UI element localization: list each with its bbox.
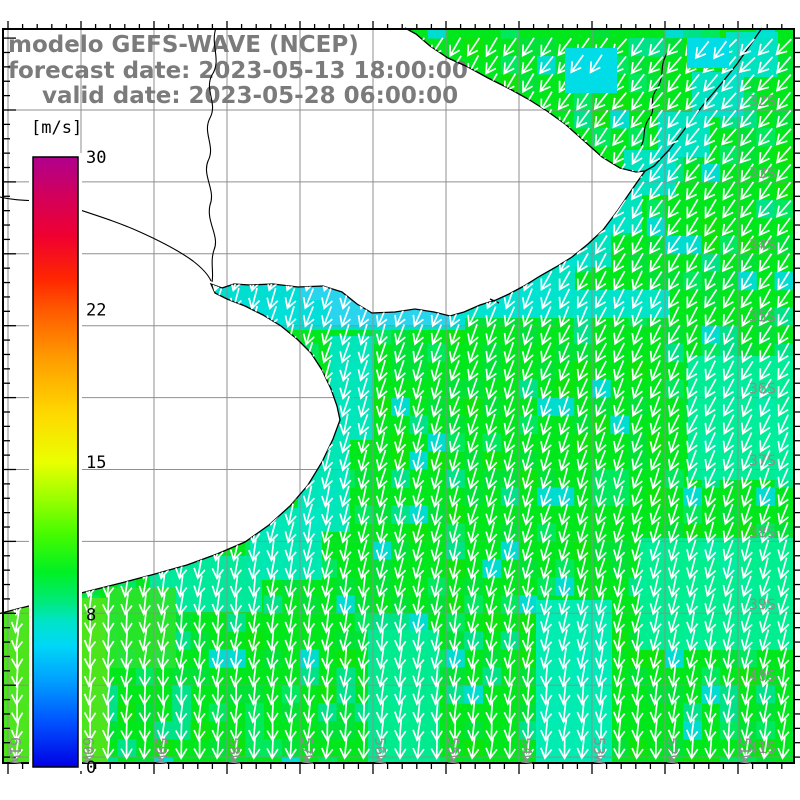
colorbar-tick-label: 8 — [86, 606, 96, 626]
lon-tick-label: 56W — [371, 737, 389, 765]
colorbar-unit-label: [m/s] — [31, 118, 82, 138]
colorbar-tick-labels: 30 22 15 8 0 — [86, 148, 106, 778]
lon-tick-label: 54W — [517, 737, 535, 765]
lon-tick-label: 59W — [152, 737, 170, 765]
colorbar-tick-label: 22 — [86, 301, 106, 321]
lat-tick-label: 32S — [749, 92, 776, 110]
lat-tick-label: 35S — [749, 308, 776, 326]
lat-tick-label: 41S — [749, 739, 776, 757]
lat-tick-label: 38S — [749, 523, 776, 541]
lon-tick-label: 53W — [590, 737, 608, 765]
axis-labels-layer: 61W 60W 59W 58W 57W 56W 55W 54W 53W 52W 51W 32S 33S 3… — [6, 92, 776, 765]
lon-tick-label: 51W — [736, 737, 754, 765]
lon-tick-label: 55W — [444, 737, 462, 765]
lat-tick-label: 34S — [749, 236, 776, 254]
lon-tick-label: 52W — [663, 737, 681, 765]
lagoon-cells-layer — [565, 38, 729, 93]
lat-tick-label: 33S — [749, 164, 776, 182]
lon-tick-label: 58W — [225, 737, 243, 765]
map-frame-and-ticks — [2, 21, 800, 774]
colorbar-tick-label: 30 — [86, 148, 106, 168]
lat-tick-label: 40S — [749, 667, 776, 685]
colorbar: [m/s] 30 22 15 8 0 — [29, 118, 106, 778]
lat-tick-label: 36S — [749, 380, 776, 398]
colorbar-tick-label: 15 — [86, 453, 106, 473]
colorbar-gradient-bar — [32, 156, 79, 768]
lat-tick-label: 39S — [749, 595, 776, 613]
colorbar-tick-label: 0 — [86, 758, 96, 778]
lon-tick-label: 57W — [298, 737, 316, 765]
lat-tick-label: 37S — [749, 452, 776, 470]
lon-tick-label: 61W — [6, 737, 24, 765]
title-model-line: modelo GEFS-WAVE (NCEP) — [8, 32, 359, 58]
lon-tick-label: 60W — [79, 737, 97, 765]
